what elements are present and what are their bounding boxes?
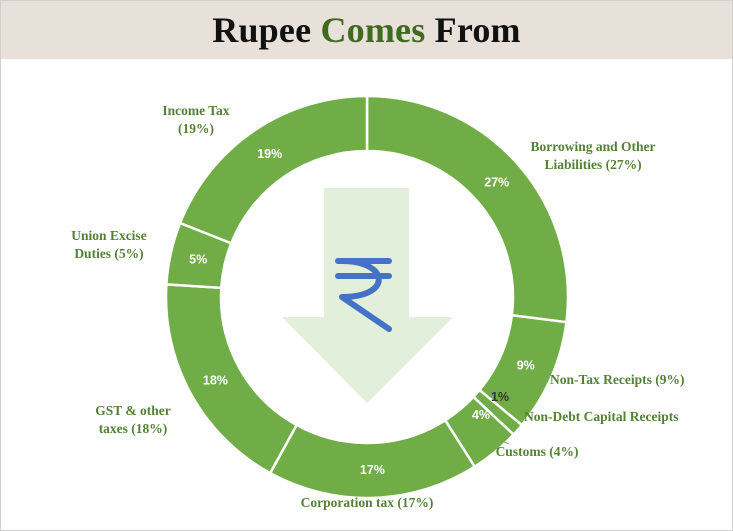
donut-slices bbox=[164, 94, 570, 500]
title-bar: Rupee Comes From bbox=[1, 1, 732, 59]
inner-label-gst-other-taxes: 18% bbox=[203, 373, 228, 387]
inner-label-non-debt-capital-receipts: 1% bbox=[491, 390, 509, 404]
outer-label-non-tax-receipts: Non-Tax Receipts (9%) bbox=[550, 372, 685, 387]
outer-labels: Borrowing and Other Liabilities (27%) Non-… bbox=[71, 103, 684, 510]
inner-label-income-tax: 19% bbox=[257, 147, 282, 161]
title-word-1: Rupee bbox=[212, 10, 312, 50]
inner-label-borrowing-and-other-liabilities: 27% bbox=[484, 176, 509, 190]
inner-label-customs: 4% bbox=[472, 408, 490, 422]
chart-title: Rupee Comes From bbox=[212, 9, 521, 51]
outer-label-union-excise-duties: Union Excise Duties (5%) bbox=[71, 228, 146, 261]
leader-customs bbox=[478, 430, 510, 445]
rupee-icon bbox=[335, 258, 392, 332]
leader-lines bbox=[478, 392, 524, 445]
slice-gst-other-taxes bbox=[164, 283, 299, 475]
rupee-down-arrow-icon bbox=[282, 188, 453, 403]
title-word-2: Comes bbox=[320, 10, 426, 50]
outer-label-income-tax: Income Tax (19%) bbox=[162, 103, 229, 136]
outer-label-corporation-tax: Corporation tax (17%) bbox=[301, 495, 434, 510]
inner-labels: 27% 9% 1%4% 17% 18% 5% 19% bbox=[189, 147, 535, 477]
slice-corporation-tax bbox=[268, 418, 477, 500]
title-word-3: From bbox=[434, 10, 521, 50]
outer-label-borrowing-and-other-liabilities: Borrowing and Other Liabilities (27%) bbox=[530, 139, 655, 172]
leader-non-debt-capital-receipts bbox=[500, 392, 524, 416]
inner-label-corporation-tax: 17% bbox=[360, 463, 385, 477]
inner-label-non-tax-receipts: 9% bbox=[517, 359, 535, 373]
slice-income-tax bbox=[178, 94, 369, 245]
outer-label-gst-other-taxes: GST & other taxes (18%) bbox=[95, 403, 171, 436]
outer-label-customs: Customs (4%) bbox=[496, 444, 579, 459]
inner-label-union-excise-duties: 5% bbox=[189, 252, 207, 266]
outer-label-non-debt-capital-receipts: Non-Debt Capital Receipts bbox=[524, 409, 679, 424]
